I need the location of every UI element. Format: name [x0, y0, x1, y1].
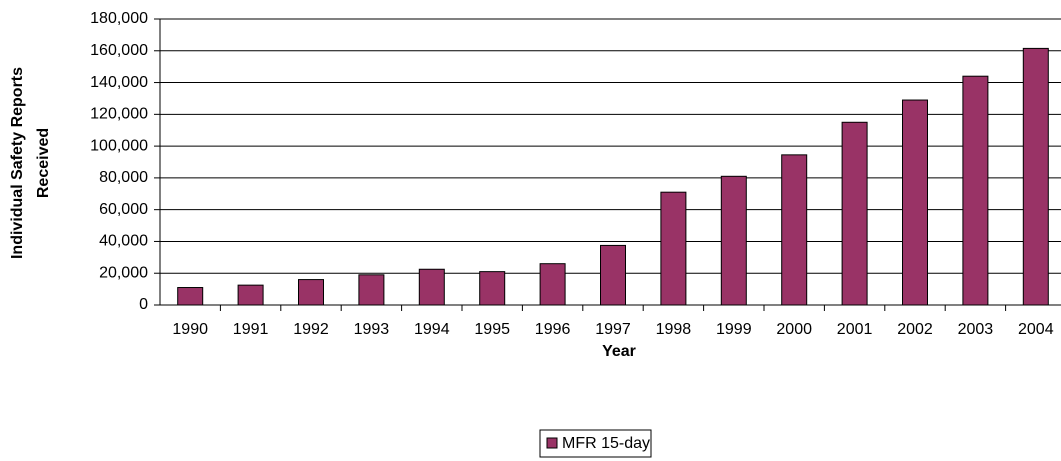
- y-tick-label: 100,000: [90, 137, 148, 154]
- x-tick-label: 2001: [837, 321, 873, 338]
- x-tick-label: 2000: [776, 321, 812, 338]
- y-tick-label: 140,000: [90, 74, 148, 91]
- bar: [841, 121, 868, 306]
- bar: [660, 191, 687, 306]
- x-tick-label: 2003: [958, 321, 994, 338]
- y-tick-label: 60,000: [99, 201, 148, 218]
- x-tick-label: 1998: [656, 321, 692, 338]
- x-tick-label: 1994: [414, 321, 450, 338]
- bar: [418, 268, 445, 306]
- x-tick-label: 1997: [595, 321, 631, 338]
- y-tick-label: 160,000: [90, 42, 148, 59]
- x-tick-label: 1996: [535, 321, 571, 338]
- y-tick-label: 120,000: [90, 106, 148, 123]
- y-tick-label: 80,000: [99, 169, 148, 186]
- x-axis-label: Year: [602, 343, 636, 360]
- y-tick-label: 180,000: [90, 10, 148, 27]
- bar: [1022, 47, 1049, 306]
- bar: [237, 284, 264, 306]
- x-tick-label: 2002: [897, 321, 933, 338]
- x-tick-label: 1991: [233, 321, 269, 338]
- bar: [781, 154, 808, 306]
- y-axis-label-line: Individual Safety Reports: [9, 67, 26, 259]
- y-tick-label: 40,000: [99, 233, 148, 250]
- y-axis-label: Individual Safety Reports Received: [9, 67, 52, 259]
- x-tick-label: 2004: [1018, 321, 1054, 338]
- bar: [720, 175, 747, 306]
- x-tick-label: 1999: [716, 321, 752, 338]
- y-tick-label: 20,000: [99, 264, 148, 281]
- bar: [298, 279, 324, 306]
- bar: [962, 75, 989, 306]
- y-axis-label-line: Received: [35, 128, 52, 198]
- x-tick-label: 1995: [474, 321, 510, 338]
- bar: [177, 287, 204, 306]
- bar: [902, 99, 928, 306]
- x-tick-label: 1992: [293, 321, 329, 338]
- x-tick-label: 1990: [172, 321, 208, 338]
- bar: [358, 274, 385, 306]
- legend-label: MFR 15-day: [562, 435, 650, 452]
- bar: [600, 244, 626, 306]
- x-tick-label: 1993: [354, 321, 390, 338]
- y-tick-label: 0: [139, 296, 148, 313]
- bar: [479, 271, 506, 306]
- legend-box: [539, 429, 652, 458]
- legend-swatch: [546, 437, 558, 449]
- bar: [539, 263, 566, 306]
